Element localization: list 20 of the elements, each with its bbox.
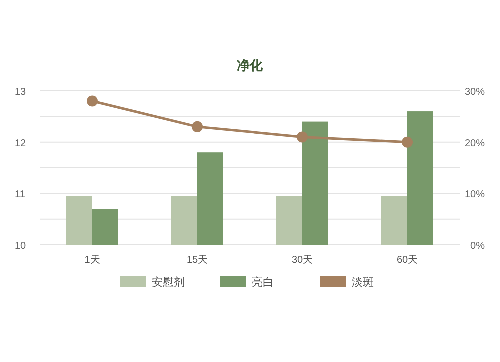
y2-tick-label: 30%: [464, 87, 486, 98]
x-tick-label: 30天: [292, 255, 314, 266]
y2-tick-label: 20%: [464, 138, 486, 150]
y-tick-label: 11: [15, 190, 26, 201]
point: [192, 121, 203, 132]
chart-title: 净化: [237, 58, 264, 73]
y2-tick-label: 0%: [470, 241, 486, 252]
y-tick-label: 12: [15, 138, 27, 150]
y-tick-label: 13: [15, 87, 27, 98]
legend-label: 淡斑: [352, 276, 374, 289]
x-tick-label: 60天: [396, 255, 418, 266]
point: [297, 132, 308, 143]
legend-label: 亮白: [252, 276, 274, 289]
x-tick-label: 1天: [84, 255, 100, 266]
point: [87, 96, 98, 107]
y2-tick-label: 10%: [464, 190, 486, 201]
legend-label: 安慰剂: [152, 276, 185, 289]
y-tick-label: 10: [15, 241, 27, 252]
x-tick-label: 15天: [186, 255, 208, 266]
point: [402, 136, 413, 148]
